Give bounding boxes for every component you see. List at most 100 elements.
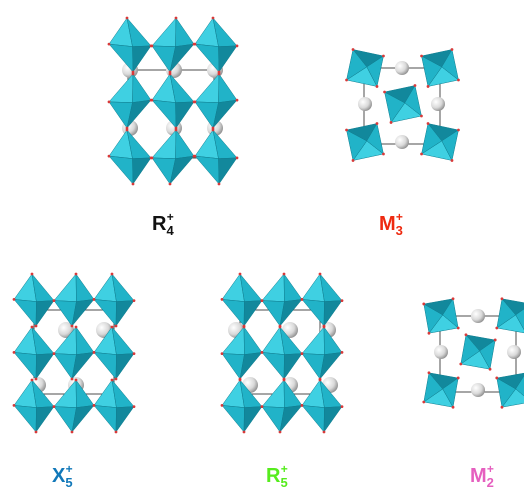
oxygen-vertex [12,351,16,354]
oxygen-vertex [278,430,282,434]
octahedron [300,325,344,381]
oxygen-vertex [235,98,239,102]
a-site-atom [471,309,485,323]
structure-M2 [422,297,524,409]
octahedron [150,16,196,74]
oxygen-vertex [217,72,221,76]
oxygen-vertex [220,404,224,407]
octahedron [193,128,239,186]
oxygen-vertex [34,324,38,328]
oxygen-vertex [375,85,379,88]
oxygen-vertex [132,299,136,302]
oxygen-vertex [70,324,74,328]
oxygen-vertex [495,326,499,330]
oxygen-vertex [457,78,460,82]
oxygen-vertex [174,128,178,132]
label-M3: M3+ [379,210,403,238]
oxygen-vertex [322,430,326,434]
oxygen-vertex [260,299,264,302]
oxygen-vertex [217,70,221,74]
oxygen-vertex [282,378,286,382]
octahedron [52,272,96,328]
oxygen-vertex [382,152,385,156]
oxygen-vertex [427,331,431,335]
oxygen-vertex [150,44,154,48]
oxygen-vertex [451,405,455,409]
oxygen-vertex [211,128,215,132]
oxygen-vertex [125,126,129,130]
oxygen-vertex [450,48,454,51]
oxygen-vertex [107,154,111,158]
oxygen-vertex [70,377,74,381]
oxygen-vertex [34,377,38,381]
oxygen-vertex [193,42,197,46]
label-X5: X5+ [52,462,73,490]
octahedron [150,128,196,186]
oxygen-vertex [74,272,78,276]
a-site-atom [471,383,485,397]
oxygen-vertex [420,54,423,58]
octahedron [260,325,304,381]
oxygen-vertex [92,404,96,407]
octahedron [193,16,239,74]
oxygen-vertex [168,70,172,74]
octahedron [150,72,196,130]
oxygen-vertex [464,333,468,337]
oxygen-vertex [322,325,326,329]
oxygen-vertex [193,154,197,158]
octahedron [107,128,153,186]
octahedron [420,48,460,88]
oxygen-vertex [500,297,504,301]
octahedron [220,325,264,381]
oxygen-vertex [110,378,114,382]
octahedron [92,272,136,328]
oxygen-vertex [427,371,431,375]
oxygen-vertex [70,430,74,434]
octahedron [92,378,136,434]
oxygen-vertex [131,182,135,186]
oxygen-vertex [110,272,114,276]
oxygen-vertex [420,152,423,156]
a-site-atom [507,345,521,359]
octahedron [422,297,460,335]
oxygen-vertex [235,44,239,48]
oxygen-vertex [74,325,78,329]
octahedron [300,378,344,434]
oxygen-vertex [345,78,348,82]
oxygen-vertex [456,376,460,380]
oxygen-vertex [426,122,430,125]
oxygen-vertex [114,377,118,381]
oxygen-vertex [174,126,178,130]
oxygen-vertex [420,114,423,118]
a-site-atom [395,135,409,149]
octahedron [345,48,385,88]
oxygen-vertex [168,72,172,76]
oxygen-vertex [114,430,118,434]
octahedron [220,272,264,328]
oxygen-vertex [456,326,460,330]
octahedron [422,371,460,409]
octahedron [495,372,524,409]
oxygen-vertex [132,352,136,355]
octahedron [52,325,96,381]
oxygen-vertex [30,272,34,276]
oxygen-vertex [114,324,118,328]
oxygen-vertex [495,376,499,380]
oxygen-vertex [131,72,135,76]
structure-X5 [12,272,136,434]
oxygen-vertex [52,299,56,302]
octahedron [12,325,56,381]
oxygen-vertex [52,405,56,408]
a-site-atom [434,345,448,359]
oxygen-vertex [107,42,111,46]
oxygen-vertex [217,182,221,186]
oxygen-vertex [375,122,379,125]
oxygen-vertex [318,272,322,276]
oxygen-vertex [174,16,178,20]
oxygen-vertex [500,405,504,409]
octahedron [300,272,344,328]
structure-M3 [345,48,460,162]
oxygen-vertex [30,325,34,329]
octahedron [12,378,56,434]
